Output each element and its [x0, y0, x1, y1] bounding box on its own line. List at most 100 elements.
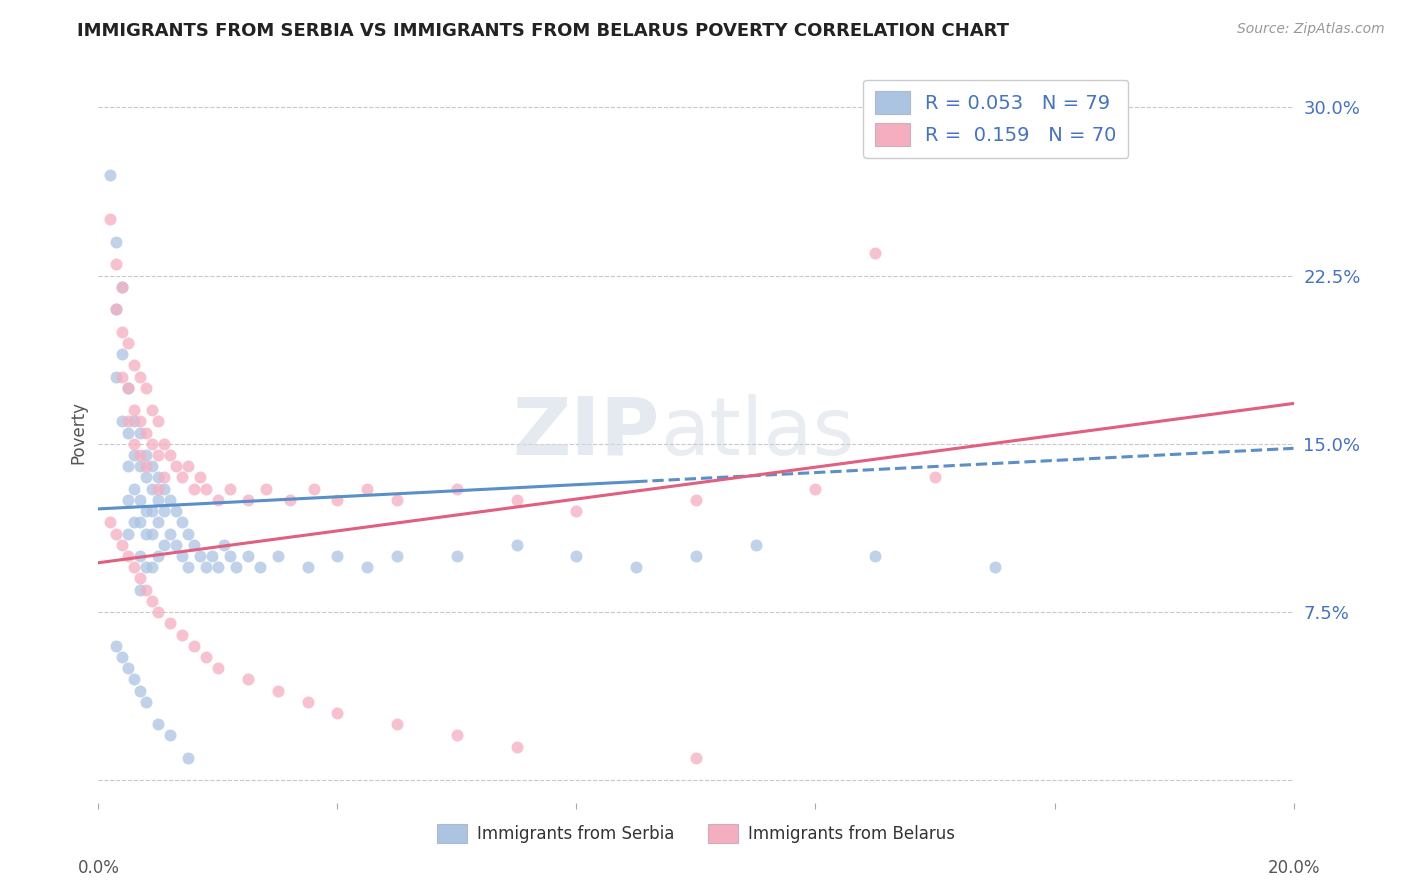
Point — [135, 695, 157, 709]
Point — [506, 538, 529, 552]
Point — [201, 549, 224, 563]
Point — [177, 560, 200, 574]
Point — [111, 414, 134, 428]
Legend: Immigrants from Serbia, Immigrants from Belarus: Immigrants from Serbia, Immigrants from … — [430, 817, 962, 850]
Point — [105, 235, 128, 249]
Point — [148, 414, 170, 428]
Point — [195, 650, 218, 665]
Point — [111, 325, 134, 339]
Point — [302, 482, 325, 496]
Point — [165, 538, 187, 552]
Point — [135, 381, 157, 395]
Point — [865, 549, 887, 563]
Point — [141, 504, 163, 518]
Point — [124, 403, 146, 417]
Point — [267, 549, 290, 563]
Point — [153, 482, 176, 496]
Point — [124, 560, 146, 574]
Point — [141, 403, 163, 417]
Point — [117, 459, 139, 474]
Point — [356, 482, 378, 496]
Point — [129, 582, 152, 597]
Point — [385, 492, 409, 507]
Point — [385, 717, 409, 731]
Point — [111, 650, 134, 665]
Point — [148, 717, 170, 731]
Point — [105, 302, 128, 317]
Point — [685, 492, 707, 507]
Point — [105, 639, 128, 653]
Point — [297, 695, 319, 709]
Point — [105, 257, 128, 271]
Point — [124, 482, 146, 496]
Point — [135, 470, 157, 484]
Point — [236, 549, 259, 563]
Text: ZIP: ZIP — [513, 393, 661, 472]
Point — [148, 492, 170, 507]
Point — [124, 448, 146, 462]
Point — [124, 414, 146, 428]
Point — [183, 639, 205, 653]
Point — [172, 516, 194, 530]
Point — [195, 560, 218, 574]
Point — [172, 627, 194, 641]
Point — [188, 549, 211, 563]
Point — [153, 504, 176, 518]
Point — [135, 459, 157, 474]
Point — [804, 482, 827, 496]
Point — [117, 414, 139, 428]
Point — [141, 482, 163, 496]
Point — [506, 739, 529, 754]
Point — [177, 526, 200, 541]
Point — [506, 492, 529, 507]
Point — [165, 504, 187, 518]
Point — [135, 504, 157, 518]
Point — [117, 549, 139, 563]
Point — [98, 168, 122, 182]
Point — [177, 459, 200, 474]
Point — [297, 560, 319, 574]
Point — [225, 560, 247, 574]
Point — [446, 482, 468, 496]
Point — [111, 347, 134, 361]
Point — [153, 437, 176, 451]
Point — [745, 538, 768, 552]
Point — [148, 549, 170, 563]
Point — [159, 526, 181, 541]
Point — [98, 212, 122, 227]
Point — [124, 673, 146, 687]
Point — [129, 683, 152, 698]
Point — [129, 459, 152, 474]
Point — [117, 381, 139, 395]
Point — [172, 470, 194, 484]
Point — [195, 482, 218, 496]
Point — [177, 751, 200, 765]
Point — [565, 504, 588, 518]
Point — [117, 526, 139, 541]
Point — [254, 482, 277, 496]
Point — [129, 414, 152, 428]
Point — [117, 425, 139, 440]
Point — [924, 470, 946, 484]
Point — [135, 526, 157, 541]
Point — [172, 549, 194, 563]
Point — [207, 661, 229, 675]
Y-axis label: Poverty: Poverty — [69, 401, 87, 464]
Point — [141, 459, 163, 474]
Point — [153, 538, 176, 552]
Point — [984, 560, 1007, 574]
Point — [326, 549, 349, 563]
Point — [326, 706, 349, 720]
Point — [148, 470, 170, 484]
Point — [129, 425, 152, 440]
Point — [207, 492, 229, 507]
Point — [124, 516, 146, 530]
Point — [135, 448, 157, 462]
Point — [117, 492, 139, 507]
Point — [148, 516, 170, 530]
Point — [219, 549, 242, 563]
Point — [153, 470, 176, 484]
Point — [141, 526, 163, 541]
Point — [236, 673, 259, 687]
Point — [129, 549, 152, 563]
